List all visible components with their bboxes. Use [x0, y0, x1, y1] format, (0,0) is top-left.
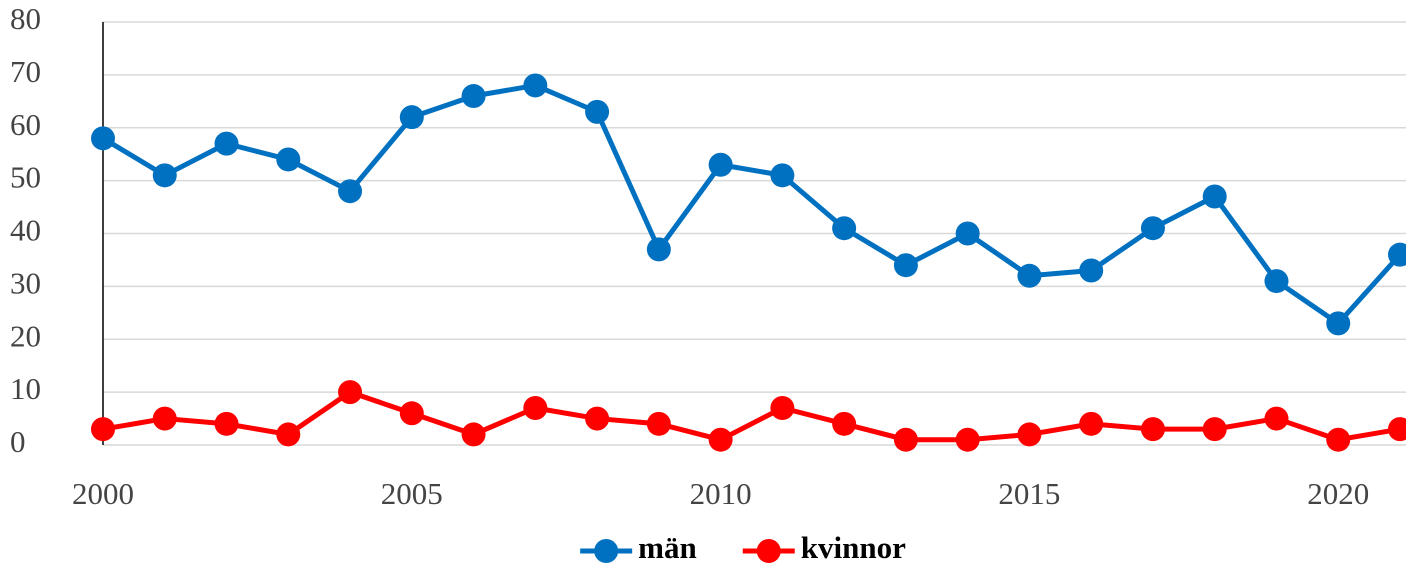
marker [91, 417, 115, 442]
x-tick-label: 2000 [72, 476, 134, 511]
legend-item: män [580, 530, 697, 565]
marker [1017, 422, 1042, 447]
y-tick-label: 80 [10, 1, 41, 36]
y-tick-label: 10 [10, 371, 41, 406]
marker [1140, 417, 1165, 442]
marker [585, 406, 610, 431]
marker [1326, 427, 1351, 452]
marker [1326, 311, 1351, 336]
marker [1140, 216, 1165, 241]
marker [955, 427, 980, 452]
x-tick-label: 2010 [690, 476, 752, 511]
marker [1079, 258, 1104, 283]
plot-area [91, 73, 1406, 452]
y-tick-label: 40 [10, 213, 41, 248]
marker [1079, 411, 1104, 436]
marker [276, 422, 301, 447]
marker [1388, 242, 1406, 267]
y-tick-label: 60 [10, 107, 41, 142]
marker [338, 380, 363, 405]
legend-marker [756, 539, 781, 563]
marker [152, 406, 177, 431]
marker [646, 411, 671, 436]
marker [461, 84, 486, 109]
marker [955, 221, 980, 246]
x-tick-label: 2020 [1307, 476, 1369, 511]
marker [399, 401, 424, 426]
marker [832, 216, 857, 241]
marker [893, 253, 918, 278]
series-line [102, 389, 1401, 443]
marker [91, 126, 115, 151]
marker [1264, 406, 1289, 431]
marker [585, 99, 610, 124]
legend-label: kvinnor [801, 530, 906, 565]
grid: 0 10 20 30 40 50 60 70 80 2000 2005 2010 2015 2020 [10, 1, 1406, 511]
marker [708, 152, 733, 177]
marker [523, 395, 548, 420]
marker [708, 427, 733, 452]
marker [399, 105, 424, 130]
y-tick-label: 30 [10, 265, 41, 300]
legend-item: kvinnor [742, 530, 906, 565]
marker [214, 411, 239, 436]
marker [1202, 184, 1227, 209]
legend-label: män [638, 530, 697, 565]
y-tick-label: 0 [10, 424, 26, 459]
marker [523, 73, 548, 98]
marker [770, 163, 795, 188]
marker [276, 147, 301, 172]
legend-marker [594, 539, 619, 563]
legend: män kvinnor [580, 530, 906, 565]
x-tick-label: 2015 [998, 476, 1060, 511]
series-line [101, 82, 1402, 326]
marker [152, 163, 177, 188]
marker [646, 237, 671, 262]
marker [893, 427, 918, 452]
x-tick-label: 2005 [381, 476, 443, 511]
marker [214, 131, 239, 156]
marker [1388, 417, 1406, 442]
marker [770, 395, 795, 420]
marker [832, 411, 857, 436]
marker [1202, 417, 1227, 442]
marker [1264, 269, 1289, 294]
marker [1017, 263, 1042, 288]
marker [338, 179, 363, 204]
marker [461, 422, 486, 447]
y-tick-label: 20 [10, 318, 41, 353]
y-tick-label: 50 [10, 160, 41, 195]
y-tick-label: 70 [10, 54, 41, 89]
